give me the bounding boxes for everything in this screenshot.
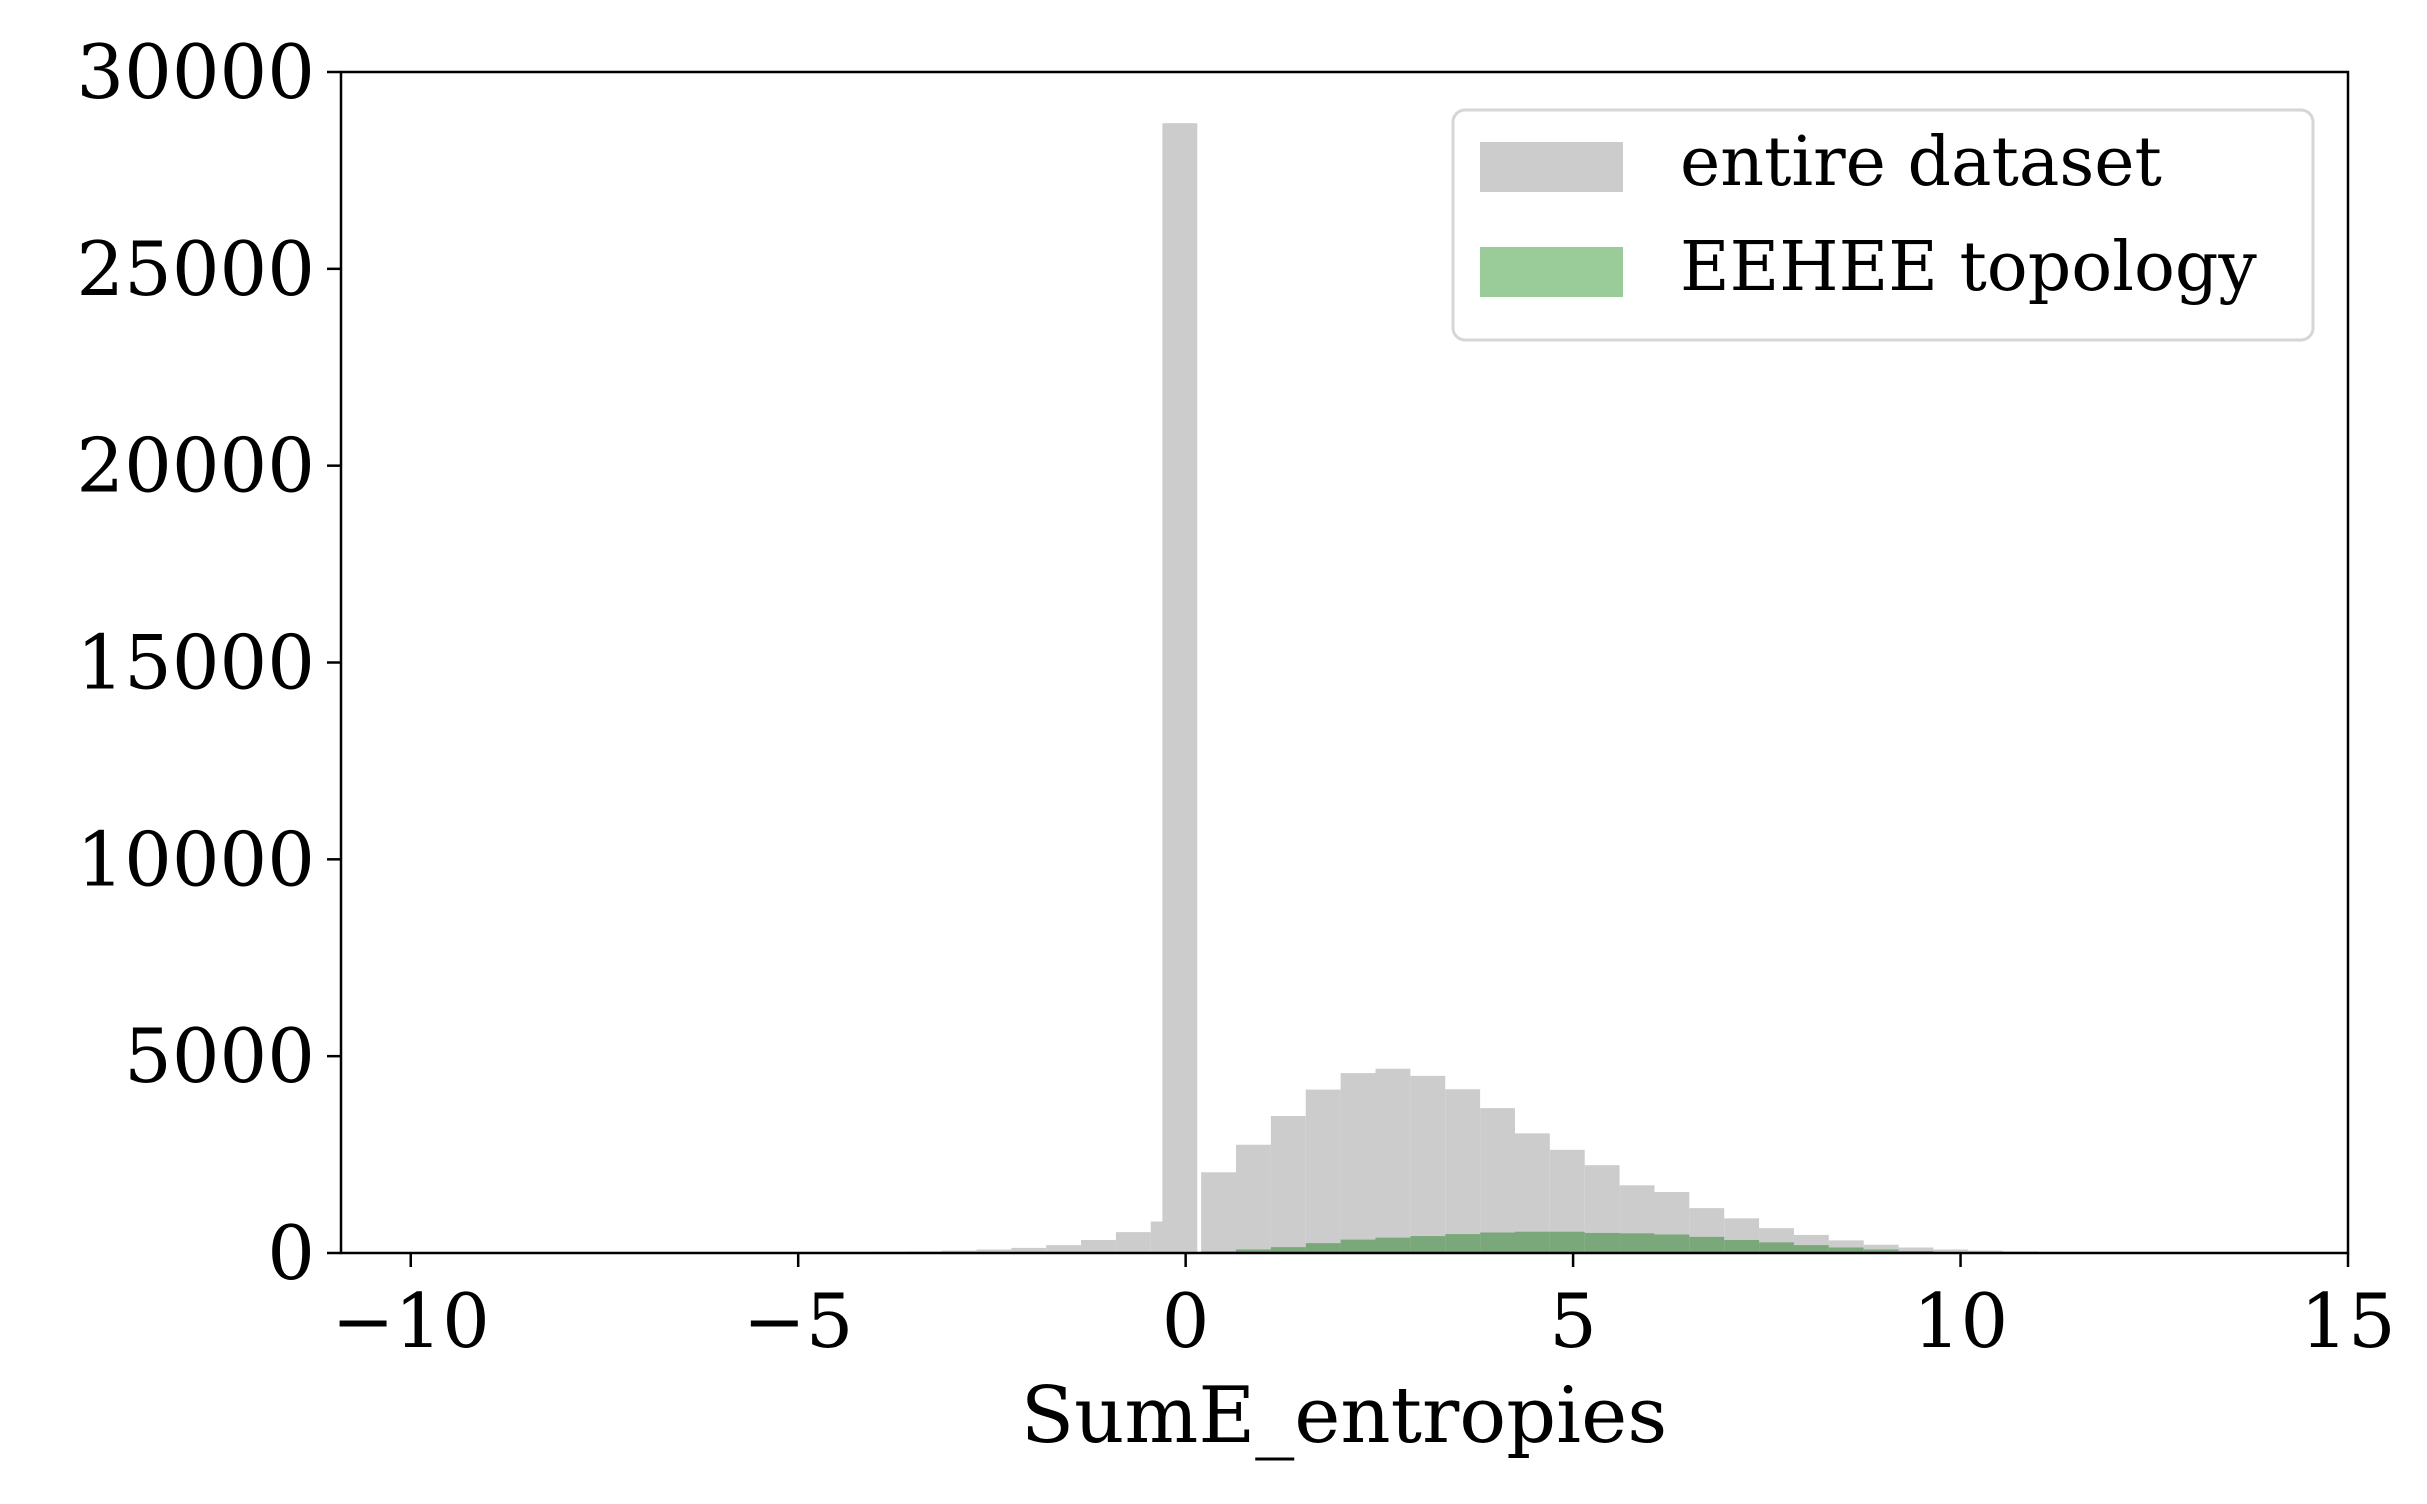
bar-entire-dataset — [1201, 1172, 1237, 1253]
y-tick-label: 0 — [267, 1209, 315, 1297]
bar-entire-dataset — [1115, 1232, 1151, 1253]
bar-eehee-topology — [1236, 1249, 1271, 1253]
bar-eehee-topology — [1340, 1239, 1376, 1253]
bar-eehee-topology — [1759, 1242, 1794, 1253]
x-tick-label: 5 — [1549, 1277, 1597, 1365]
y-axis: 0 5000 10000 15000 20000 25000 30000 — [76, 28, 341, 1297]
y-tick-label: 30000 — [76, 28, 315, 116]
legend-label-entire-dataset: entire dataset — [1680, 123, 2162, 202]
bar-eehee-topology — [1863, 1249, 1899, 1253]
x-tick-label: 15 — [2300, 1277, 2395, 1365]
bar-entire-dataset — [1480, 1108, 1515, 1253]
bar-entire-dataset — [1445, 1089, 1481, 1253]
x-axis: −10 −5 0 5 10 15 — [332, 1253, 2396, 1365]
bar-eehee-topology — [1724, 1240, 1760, 1253]
legend-swatch-entire-dataset — [1480, 142, 1623, 192]
bar-entire-dataset — [1410, 1075, 1446, 1253]
legend-label-eehee-topology: EEHEE topology — [1680, 228, 2257, 307]
x-tick-label: 0 — [1162, 1277, 1210, 1365]
y-tick-label: 20000 — [76, 422, 315, 510]
bar-entire-dataset — [1046, 1245, 1082, 1253]
y-tick-label: 10000 — [76, 815, 315, 903]
bar-entire-dataset — [1375, 1068, 1411, 1253]
y-tick-label: 15000 — [76, 619, 315, 707]
bar-eehee-topology — [1619, 1233, 1655, 1253]
bar-eehee-topology — [1689, 1236, 1725, 1253]
x-tick-label: −5 — [743, 1277, 854, 1365]
bar-eehee-topology — [1584, 1232, 1620, 1253]
bar-entire-dataset — [976, 1249, 1012, 1253]
bar-entire-dataset — [1305, 1089, 1341, 1253]
bar-eehee-topology — [1375, 1237, 1411, 1253]
bar-eehee-topology — [1480, 1232, 1515, 1253]
bar-entire-dataset — [1863, 1244, 1899, 1253]
bar-entire-dataset — [1933, 1249, 1969, 1253]
bar-entire-dataset — [1270, 1116, 1306, 1253]
y-tick-label: 5000 — [124, 1012, 315, 1100]
bar-entire-dataset — [1236, 1144, 1271, 1253]
bar-entire-dataset — [1162, 123, 1198, 1254]
legend-box — [1451, 108, 2315, 342]
x-tick-label: 10 — [1913, 1277, 2008, 1365]
bar-eehee-topology — [1793, 1245, 1829, 1253]
bar-eehee-topology — [1410, 1236, 1446, 1253]
bar-eehee-topology — [1514, 1231, 1550, 1253]
legend: entire dataset EEHEE topology — [1451, 108, 2315, 342]
bar-eehee-topology — [1549, 1231, 1585, 1253]
bar-eehee-topology — [1445, 1234, 1481, 1253]
bar-eehee-topology — [1828, 1247, 1864, 1253]
bar-eehee-topology — [1305, 1243, 1341, 1253]
bars-layer — [836, 123, 2073, 1254]
bar-eehee-topology — [1654, 1234, 1690, 1253]
y-tick-label: 25000 — [76, 225, 315, 313]
bar-entire-dataset — [1011, 1247, 1047, 1253]
bar-entire-dataset — [1898, 1247, 1934, 1253]
bar-entire-dataset — [1340, 1073, 1376, 1253]
x-tick-label: −10 — [332, 1277, 490, 1365]
bar-entire-dataset — [1081, 1240, 1116, 1253]
x-axis-label: SumE_entropies — [1021, 1371, 1668, 1461]
legend-swatch-eehee-topology — [1480, 247, 1623, 297]
bar-eehee-topology — [1270, 1247, 1306, 1253]
